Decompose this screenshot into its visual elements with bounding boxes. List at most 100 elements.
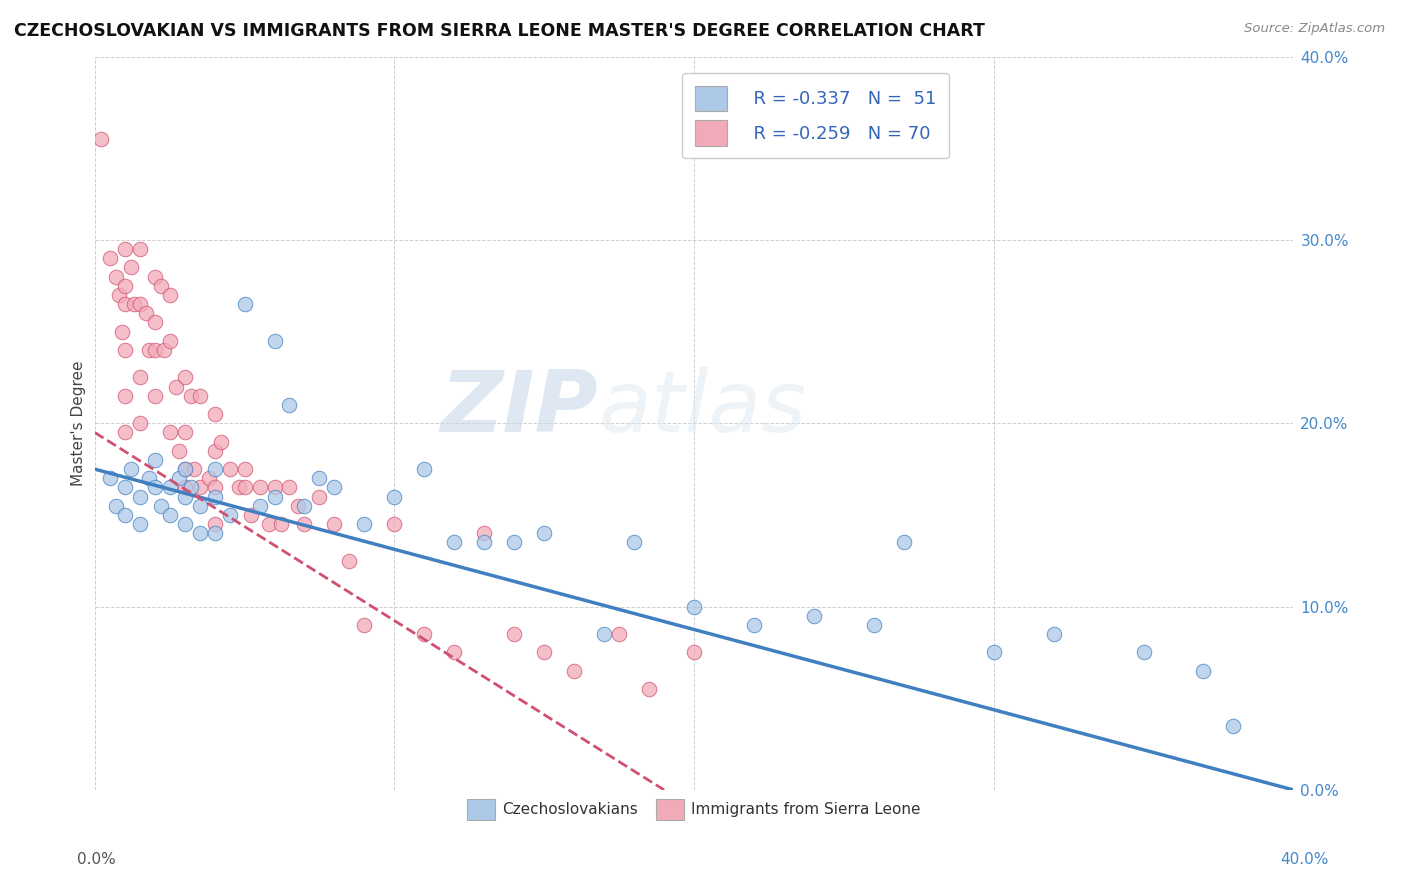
Point	[173, 490, 195, 504]
Text: 40.0%: 40.0%	[1281, 852, 1329, 867]
Point	[503, 535, 526, 549]
Text: ZIP: ZIP	[440, 368, 598, 450]
Point	[287, 499, 309, 513]
Point	[472, 526, 495, 541]
Point	[638, 682, 661, 697]
Point	[104, 269, 127, 284]
Point	[135, 306, 157, 320]
Point	[188, 480, 211, 494]
Legend: Czechoslovakians, Immigrants from Sierra Leone: Czechoslovakians, Immigrants from Sierra…	[461, 792, 927, 826]
Point	[167, 471, 190, 485]
Point	[257, 517, 280, 532]
Point	[607, 627, 630, 641]
Point	[173, 425, 195, 440]
Point	[503, 627, 526, 641]
Point	[183, 462, 205, 476]
Text: atlas: atlas	[598, 368, 806, 450]
Point	[90, 132, 112, 146]
Point	[138, 343, 160, 357]
Point	[323, 480, 346, 494]
Point	[98, 471, 121, 485]
Point	[204, 480, 226, 494]
Point	[122, 297, 145, 311]
Point	[562, 664, 585, 678]
Point	[114, 278, 136, 293]
Point	[209, 434, 232, 449]
Point	[472, 535, 495, 549]
Point	[294, 499, 316, 513]
Point	[120, 462, 142, 476]
Point	[173, 370, 195, 384]
Text: Source: ZipAtlas.com: Source: ZipAtlas.com	[1244, 22, 1385, 36]
Point	[188, 499, 211, 513]
Point	[533, 526, 555, 541]
Point	[114, 480, 136, 494]
Point	[128, 417, 150, 431]
Point	[143, 480, 166, 494]
Point	[683, 599, 706, 614]
Point	[278, 480, 301, 494]
Point	[104, 499, 127, 513]
Point	[443, 535, 465, 549]
Point	[983, 645, 1005, 659]
Point	[159, 480, 181, 494]
Point	[683, 645, 706, 659]
Point	[173, 480, 195, 494]
Point	[167, 443, 190, 458]
Point	[263, 480, 285, 494]
Point	[382, 517, 405, 532]
Point	[143, 389, 166, 403]
Point	[233, 462, 256, 476]
Point	[249, 480, 271, 494]
Point	[173, 462, 195, 476]
Point	[138, 471, 160, 485]
Point	[382, 490, 405, 504]
Point	[128, 370, 150, 384]
Point	[228, 480, 250, 494]
Point	[204, 462, 226, 476]
Point	[204, 443, 226, 458]
Point	[98, 252, 121, 266]
Point	[308, 471, 330, 485]
Point	[263, 334, 285, 348]
Point	[1132, 645, 1154, 659]
Point	[413, 462, 436, 476]
Point	[149, 278, 172, 293]
Y-axis label: Master's Degree: Master's Degree	[72, 360, 86, 486]
Point	[803, 608, 825, 623]
Point	[114, 343, 136, 357]
Point	[308, 490, 330, 504]
Point	[323, 517, 346, 532]
Point	[114, 297, 136, 311]
Point	[114, 389, 136, 403]
Point	[1042, 627, 1064, 641]
Point	[239, 508, 262, 522]
Point	[294, 517, 316, 532]
Point	[204, 490, 226, 504]
Point	[233, 297, 256, 311]
Point	[143, 316, 166, 330]
Point	[413, 627, 436, 641]
Text: 0.0%: 0.0%	[77, 852, 117, 867]
Point	[218, 508, 240, 522]
Point	[180, 389, 202, 403]
Point	[152, 343, 174, 357]
Point	[533, 645, 555, 659]
Point	[893, 535, 915, 549]
Point	[173, 517, 195, 532]
Point	[218, 462, 240, 476]
Point	[114, 425, 136, 440]
Point	[188, 389, 211, 403]
Point	[1192, 664, 1215, 678]
Point	[159, 334, 181, 348]
Point	[180, 480, 202, 494]
Point	[623, 535, 645, 549]
Point	[143, 343, 166, 357]
Point	[863, 618, 886, 632]
Point	[149, 499, 172, 513]
Point	[143, 453, 166, 467]
Point	[1222, 719, 1244, 733]
Point	[443, 645, 465, 659]
Point	[159, 288, 181, 302]
Point	[249, 499, 271, 513]
